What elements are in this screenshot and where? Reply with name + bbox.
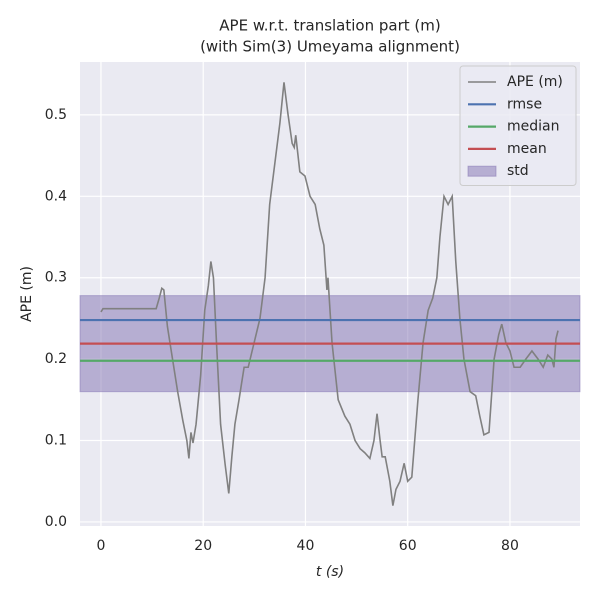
marks (79, 82, 581, 506)
legend-box (459, 65, 577, 186)
y-tick-label: 0.2 (45, 351, 67, 367)
chart-title: APE w.r.t. translation part (m) (219, 17, 440, 35)
y-tick-label: 0.4 (45, 188, 67, 204)
y-axis-label: APE (m) (19, 266, 35, 322)
chart-subtitle: (with Sim(3) Umeyama alignment) (200, 38, 460, 56)
legend-label: std (507, 163, 529, 179)
x-tick-label: 80 (501, 538, 519, 554)
legend-label: median (507, 119, 559, 135)
y-tick-label: 0.3 (45, 270, 67, 286)
legend-swatch (467, 165, 497, 177)
legend: APE (m) rmse median mean std (459, 65, 577, 186)
legend-label: mean (507, 141, 547, 157)
legend-label: rmse (507, 96, 542, 112)
x-tick-label: 60 (399, 538, 417, 554)
y-tick-label: 0.0 (45, 514, 67, 530)
legend-label: APE (m) (507, 74, 563, 90)
y-tick-label: 0.1 (45, 433, 67, 449)
x-axis-label: t (s) (316, 564, 344, 580)
x-tick-label: 0 (97, 538, 106, 554)
x-tick-label: 40 (297, 538, 315, 554)
y-tick-label: 0.5 (45, 107, 67, 123)
x-tick-label: 20 (194, 538, 212, 554)
